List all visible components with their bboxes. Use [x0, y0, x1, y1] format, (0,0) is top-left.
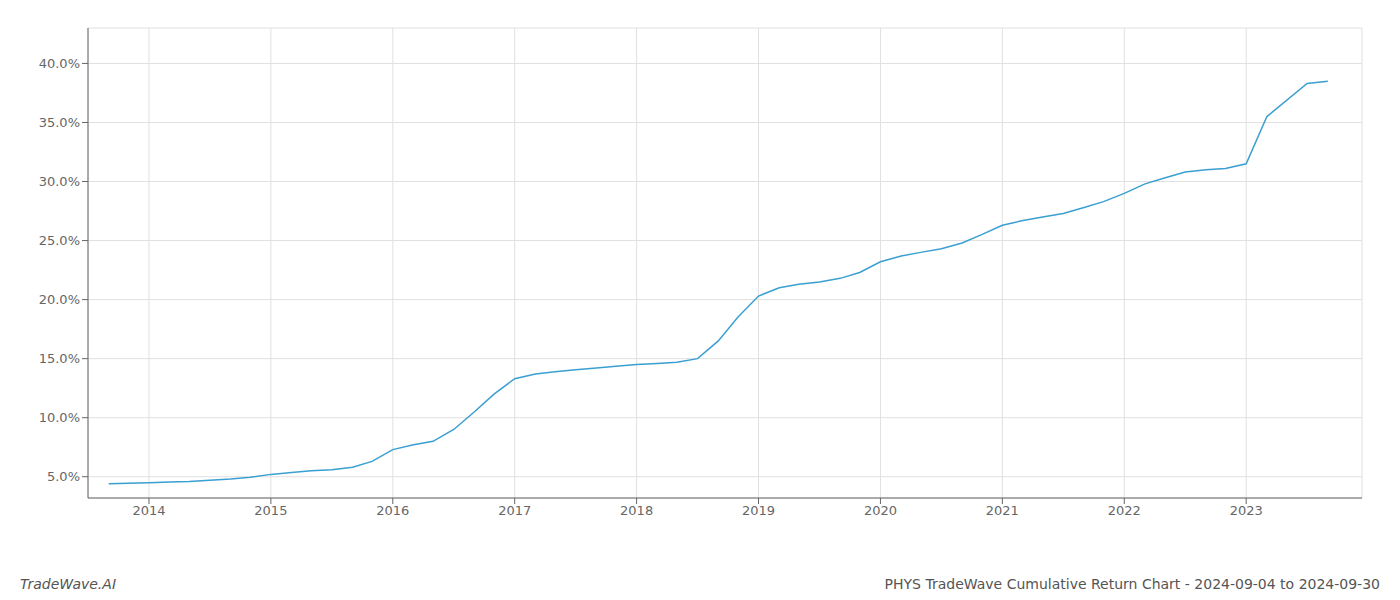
svg-text:30.0%: 30.0%: [39, 174, 80, 189]
svg-text:25.0%: 25.0%: [39, 233, 80, 248]
html-text:PHYS TradeWave Cumulative Retu: PHYS TradeWave Cumulative Return Chart -…: [884, 576, 1380, 592]
svg-text:2017: 2017: [498, 503, 531, 518]
svg-text:10.0%: 10.0%: [39, 410, 80, 425]
svg-text:2014: 2014: [132, 503, 165, 518]
svg-text:2021: 2021: [986, 503, 1019, 518]
svg-text:2022: 2022: [1108, 503, 1141, 518]
svg-text:2018: 2018: [620, 503, 653, 518]
svg-text:15.0%: 15.0%: [39, 351, 80, 366]
svg-text:2023: 2023: [1230, 503, 1263, 518]
svg-text:2016: 2016: [376, 503, 409, 518]
html-text:TradeWave.AI: TradeWave.AI: [20, 576, 116, 592]
svg-text:35.0%: 35.0%: [39, 115, 80, 130]
svg-text:40.0%: 40.0%: [39, 56, 80, 71]
svg-text:2015: 2015: [254, 503, 287, 518]
svg-text:2020: 2020: [864, 503, 897, 518]
svg-text:20.0%: 20.0%: [39, 292, 80, 307]
svg-text:5.0%: 5.0%: [47, 469, 80, 484]
svg-text:2019: 2019: [742, 503, 775, 518]
